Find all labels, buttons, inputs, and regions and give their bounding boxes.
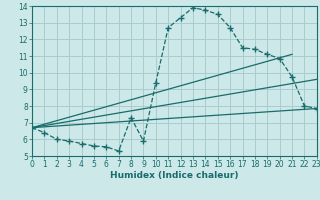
X-axis label: Humidex (Indice chaleur): Humidex (Indice chaleur) <box>110 171 239 180</box>
